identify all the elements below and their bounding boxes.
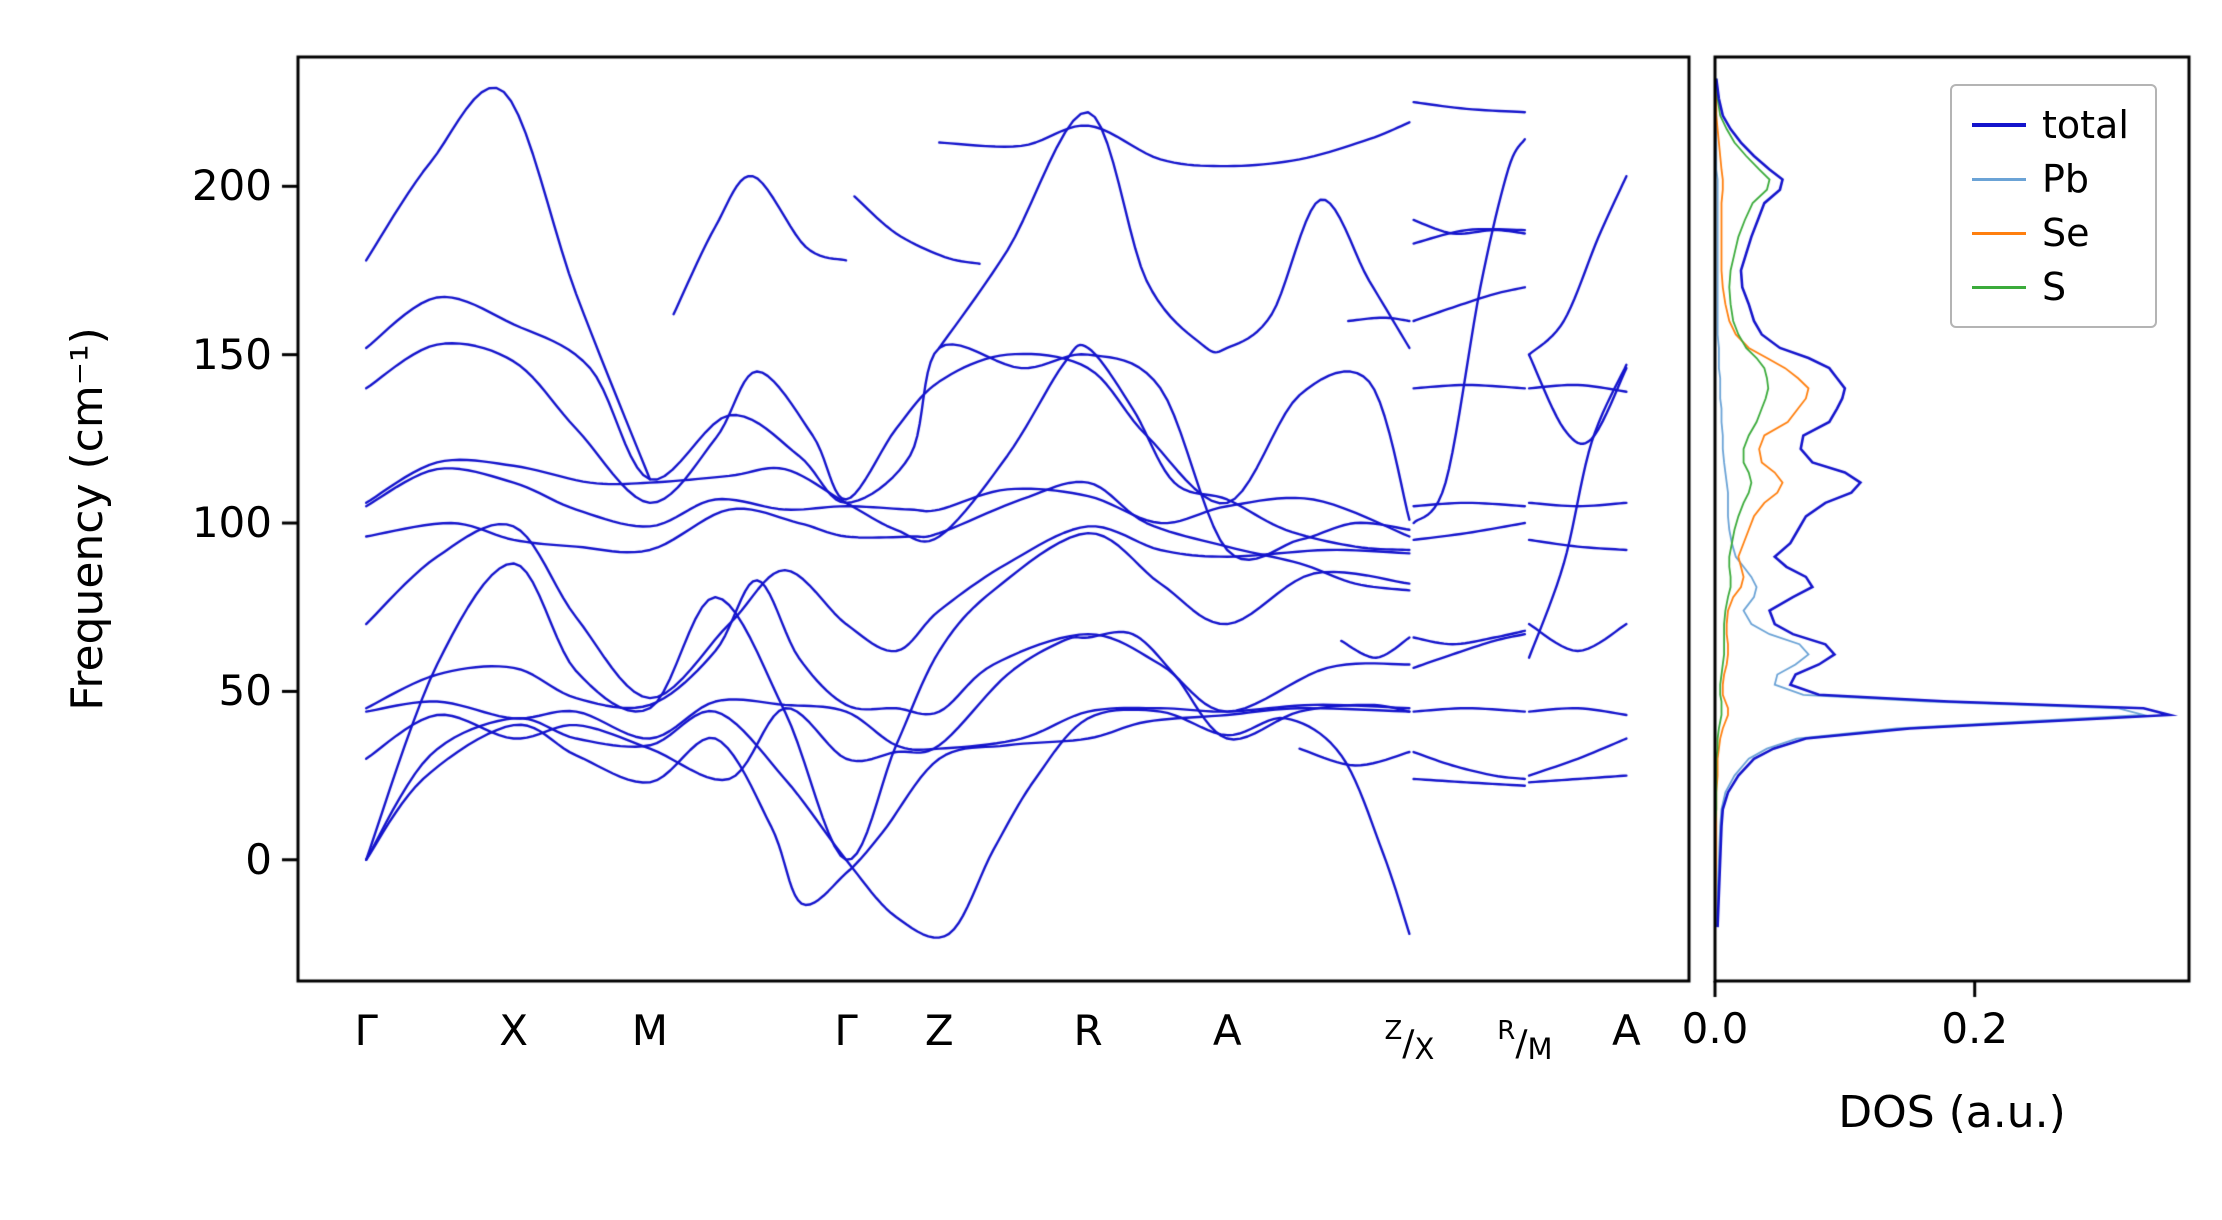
legend-line-icon	[1972, 285, 2026, 289]
kpath-label: Γ	[834, 1006, 858, 1055]
dos-x-tick-label: 0.2	[1941, 1004, 2009, 1053]
dos-x-axis-label: DOS (a.u.)	[1838, 1087, 2066, 1138]
legend-label: Pb	[2042, 157, 2090, 201]
y-tick-label: 150	[191, 329, 272, 379]
dos-x-tick-label: 0.0	[1681, 1004, 1749, 1053]
kpath-label: Z/X	[1384, 1016, 1435, 1066]
y-tick-label: 100	[191, 498, 272, 548]
kpath-label: R	[1073, 1006, 1103, 1055]
legend-item-S: S	[1972, 262, 2129, 312]
legend-line-icon	[1972, 177, 2026, 181]
legend-line-icon	[1972, 231, 2026, 235]
legend-label: total	[2042, 103, 2129, 147]
y-axis-label: Frequency (cm⁻¹)	[62, 327, 113, 711]
legend-label: S	[2042, 265, 2067, 309]
kpath-label: A	[1212, 1006, 1242, 1055]
dos-legend: total Pb Se S	[1950, 84, 2157, 328]
kpath-label: Γ	[354, 1006, 378, 1055]
legend-item-total: total	[1972, 100, 2129, 150]
kpath-label: R/M	[1497, 1016, 1553, 1066]
legend-label: Se	[2042, 211, 2090, 255]
y-tick-label: 0	[245, 834, 272, 884]
legend-item-Se: Se	[1972, 208, 2129, 258]
kpath-label: X	[499, 1006, 528, 1055]
kpath-label: Z	[924, 1006, 954, 1055]
kpath-label: A	[1612, 1006, 1641, 1055]
legend-item-Pb: Pb	[1972, 154, 2129, 204]
y-tick-label: 50	[218, 666, 272, 716]
y-tick-label: 200	[191, 161, 272, 211]
legend-line-icon	[1972, 123, 2026, 127]
kpath-label: M	[631, 1006, 669, 1055]
